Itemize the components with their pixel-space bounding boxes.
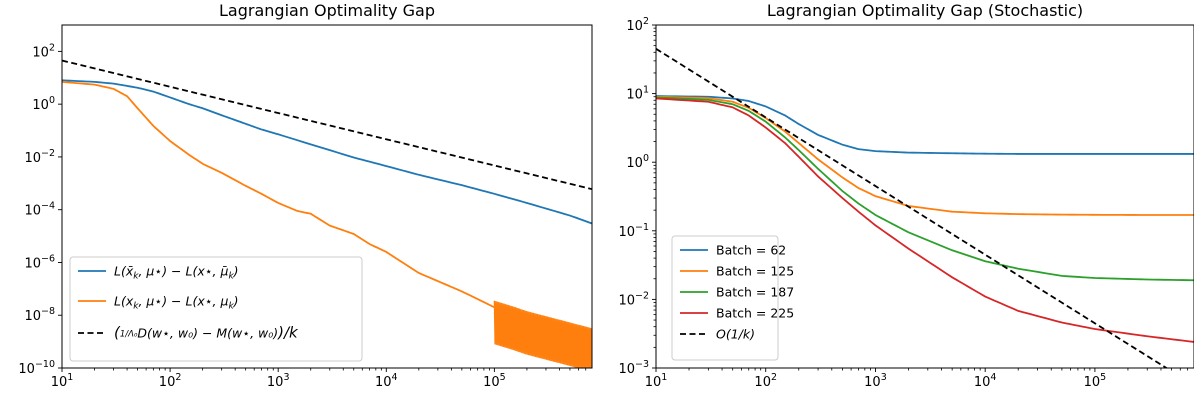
legend-label: Batch = 125 [716, 264, 794, 279]
legend-box [671, 235, 779, 361]
x-tick-label: 104 [974, 372, 997, 390]
chart-right: Lagrangian Optimality Gap (Stochastic) 1… [618, 1, 1194, 390]
legend-label: L(x̄k, μ⋆) − L(x⋆, μ̄k) [114, 264, 239, 282]
chart-right-legend: Batch = 62 Batch = 125 Batch = 187 Batch = … [671, 235, 794, 361]
y-tick-label: 100 [32, 95, 55, 113]
legend-label: (1/Λ₀D(w⋆, w₀) − M(w⋆, w₀))/k [114, 324, 299, 342]
legend-label: L(xk, μ⋆) − L(x⋆, μk) [114, 294, 239, 312]
y-tick-label: 10−2 [24, 148, 55, 166]
chart-left: Lagrangian Optimality Gap 101 102 103 104 10… [18, 1, 593, 390]
legend-label: O(1/k) [716, 327, 755, 342]
chart-left-frame [61, 24, 593, 369]
y-tick-label: 10−10 [18, 359, 55, 377]
x-tick-label: 103 [267, 372, 290, 390]
chart-right-title: Lagrangian Optimality Gap (Stochastic) [767, 1, 1083, 20]
x-tick-label: 105 [1084, 372, 1107, 390]
series-line-1-oscillation [493, 300, 592, 368]
y-tick-label: 10−1 [618, 222, 649, 240]
chart-left-ticks: 101 102 103 104 105 10−10 10−8 10−6 10−4 10−2 100 1… [18, 42, 587, 390]
y-tick-label: 101 [626, 85, 649, 103]
series-line-1 [62, 80, 592, 336]
x-tick-label: 102 [754, 372, 777, 390]
legend-label: Batch = 62 [716, 243, 786, 258]
y-tick-label: 102 [32, 42, 55, 60]
series-line-1 [656, 95, 1194, 216]
chart-left-plot-area [62, 59, 592, 368]
series-line-0 [62, 79, 592, 225]
x-tick-label: 101 [645, 372, 668, 390]
series-line-4 [656, 48, 1169, 368]
x-tick-label: 104 [375, 372, 398, 390]
series-line-0 [656, 95, 1194, 155]
x-tick-label: 103 [864, 372, 887, 390]
y-tick-label: 100 [626, 153, 649, 171]
chart-left-legend: L(x̄k, μ⋆) − L(x⋆, μ̄k) L(xk, μ⋆) − L(x⋆,… [69, 256, 363, 362]
x-tick-label: 105 [483, 372, 506, 390]
chart-right-frame [655, 24, 1194, 369]
legend-label: Batch = 187 [716, 285, 794, 300]
chart-left-title: Lagrangian Optimality Gap [219, 1, 435, 20]
legend-box [69, 256, 363, 362]
x-tick-label: 101 [51, 372, 74, 390]
chart-right-ticks: 101 102 103 104 105 10−3 10−2 10−1 100 101 102 [618, 16, 1189, 390]
y-tick-label: 10−6 [24, 253, 55, 271]
y-tick-label: 10−3 [618, 359, 649, 377]
x-tick-label: 102 [159, 372, 182, 390]
y-tick-label: 10−2 [618, 290, 649, 308]
series-line-2 [656, 96, 1194, 282]
chart-right-plot-area [656, 48, 1194, 368]
y-tick-label: 10−4 [24, 201, 55, 219]
y-tick-label: 102 [626, 16, 649, 34]
series-line-2 [62, 59, 592, 191]
y-tick-label: 10−8 [24, 306, 55, 324]
series-line-3 [656, 97, 1194, 343]
legend-label: Batch = 225 [716, 306, 794, 321]
